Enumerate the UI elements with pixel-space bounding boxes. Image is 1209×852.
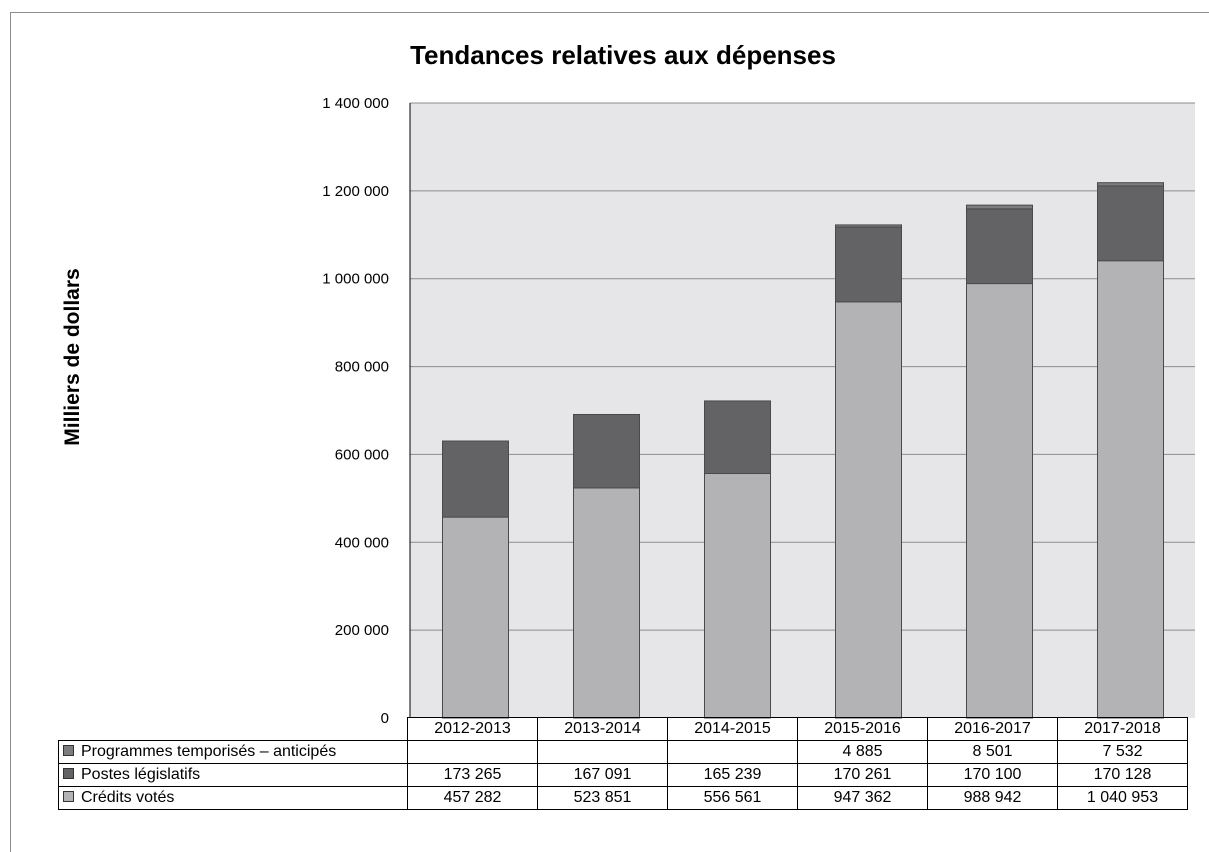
y-tick-label: 1 200 000: [322, 183, 389, 200]
bar-segment: [704, 400, 771, 475]
y-tick-label: 400 000: [335, 534, 389, 551]
data-table: 2012-2013 2013-2014 2014-2015 2015-2016 2016…: [58, 717, 1188, 810]
legend-entry: Crédits votés: [58, 786, 408, 810]
y-tick-label: 200 000: [335, 622, 389, 639]
x-tick-label: 2016-2017: [927, 717, 1058, 741]
legend-swatch: [63, 791, 74, 802]
data-label: 170 261: [797, 763, 928, 787]
x-tick-label: 2013-2014: [537, 717, 668, 741]
series-row: Programmes temporisés – anticipés 4 885 8 …: [58, 740, 1188, 764]
bar-segment: [1097, 260, 1164, 719]
data-label: 556 561: [667, 786, 798, 810]
category-row: 2012-2013 2013-2014 2014-2015 2015-2016 2016…: [58, 717, 1188, 741]
bar-segment: [966, 283, 1033, 719]
legend-label: Crédits votés: [81, 789, 175, 806]
x-tick-label: 2017-2018: [1057, 717, 1188, 741]
data-label: 4 885: [797, 740, 928, 764]
series-row: Postes législatifs 173 265 167 091 165 239 1…: [58, 763, 1188, 787]
bar-segment: [835, 224, 902, 228]
data-label: 167 091: [537, 763, 668, 787]
data-label: 7 532: [1057, 740, 1188, 764]
series-row: Crédits votés 457 282 523 851 556 561 947 36…: [58, 786, 1188, 810]
data-label: 523 851: [537, 786, 668, 810]
y-tick-label: 800 000: [335, 359, 389, 376]
legend-entry: Postes législatifs: [58, 763, 408, 787]
bar-segment: [573, 487, 640, 719]
data-label: [537, 740, 668, 764]
bar-segment: [835, 226, 902, 303]
x-tick-label: 2014-2015: [667, 717, 798, 741]
data-label: 170 128: [1057, 763, 1188, 787]
data-label: 457 282: [407, 786, 538, 810]
legend-label: Programmes temporisés – anticipés: [81, 743, 337, 760]
data-label: [667, 740, 798, 764]
y-tick-label: 1 400 000: [322, 95, 389, 112]
bar-segment: [966, 204, 1033, 210]
bar-segment: [835, 301, 902, 719]
table-corner-cell: [58, 717, 408, 741]
y-tick-label: 1 000 000: [322, 271, 389, 288]
data-label: 988 942: [927, 786, 1058, 810]
data-label: 8 501: [927, 740, 1058, 764]
bar-segment: [966, 208, 1033, 285]
data-label: 165 239: [667, 763, 798, 787]
plot-background: [410, 103, 1195, 718]
data-label: 170 100: [927, 763, 1058, 787]
data-label: 173 265: [407, 763, 538, 787]
x-tick-label: 2012-2013: [407, 717, 538, 741]
bar-segment: [1097, 182, 1164, 187]
data-label: 1 040 953: [1057, 786, 1188, 810]
bar-segment: [1097, 185, 1164, 262]
legend-label: Postes législatifs: [81, 766, 201, 783]
bar-segment: [704, 473, 771, 719]
chart-title: Tendances relatives aux dépenses: [410, 40, 836, 70]
chart-frame: [10, 12, 1209, 852]
y-axis-label: Milliers de dollars: [61, 268, 84, 445]
y-tick-label: 600 000: [335, 446, 389, 463]
data-label: 947 362: [797, 786, 928, 810]
bar-segment: [442, 516, 509, 719]
bar-segment: [442, 440, 509, 518]
legend-entry: Programmes temporisés – anticipés: [58, 740, 408, 764]
legend-swatch: [63, 745, 74, 756]
legend-swatch: [63, 768, 74, 779]
x-tick-label: 2015-2016: [797, 717, 928, 741]
bar-segment: [573, 413, 640, 489]
data-label: [407, 740, 538, 764]
